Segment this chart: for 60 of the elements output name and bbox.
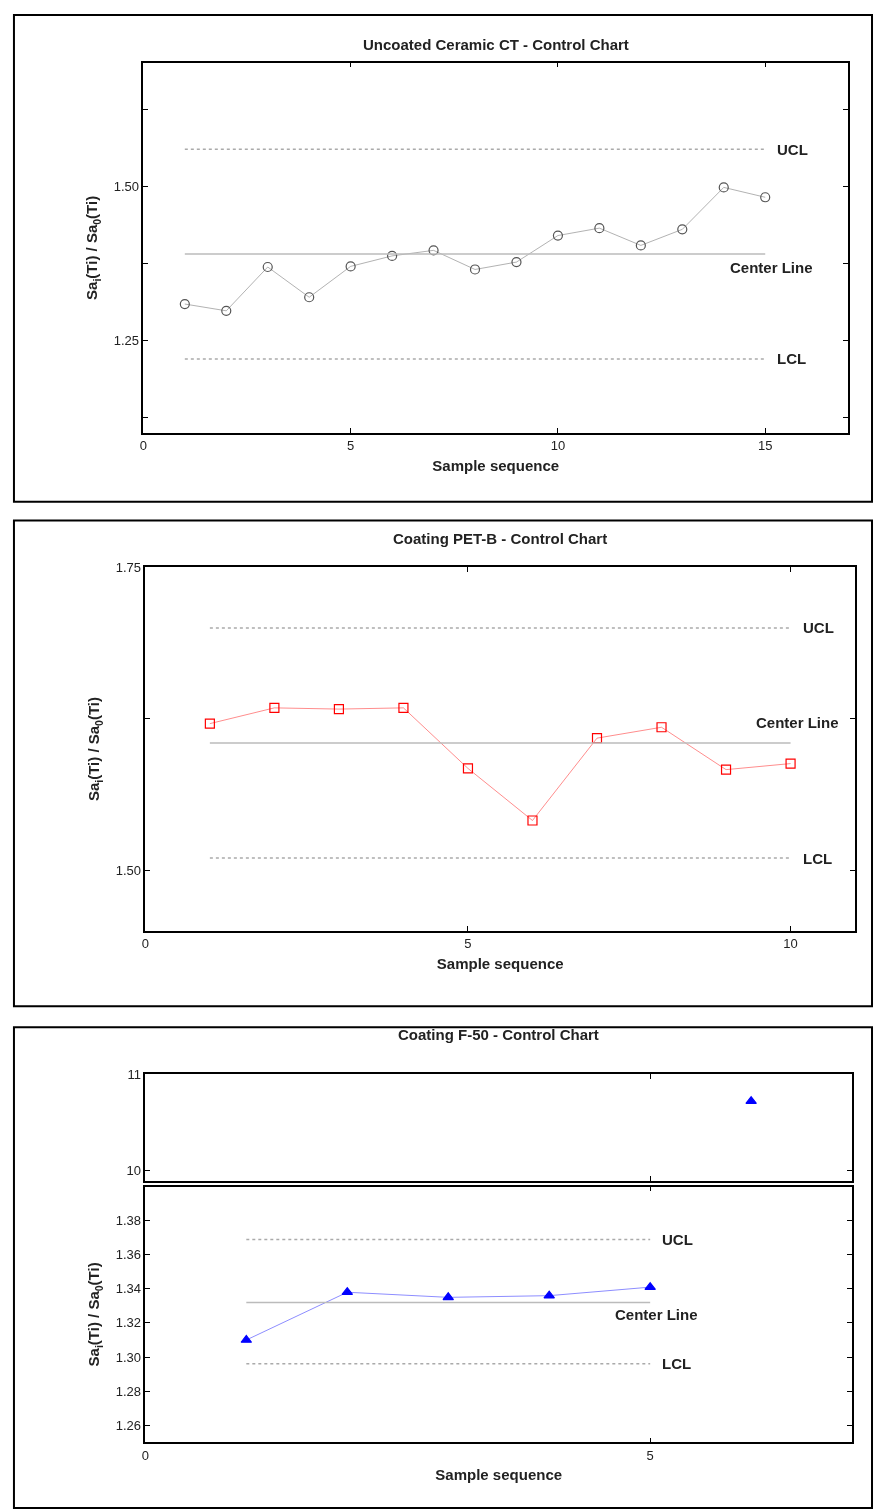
ref-line-label: UCL [662, 1231, 693, 1248]
point [462, 763, 474, 774]
point [262, 261, 273, 273]
point [345, 261, 356, 272]
point [635, 240, 646, 251]
x-tick-label: 0 [139, 438, 147, 454]
x-axis-title: Sample sequence [436, 954, 564, 972]
point [552, 230, 564, 241]
point [387, 250, 398, 261]
chart-title: Coating PET-B - Control Chart [393, 530, 608, 547]
y-tick-label: 10 [126, 1163, 141, 1179]
ref-line-label: Center Line [730, 259, 813, 276]
x-tick-label: 15 [757, 438, 773, 454]
y-tick-label: 1.25 [113, 333, 140, 348]
y-tick-label: 1.36 [115, 1247, 141, 1263]
y-tick-label: 1.30 [115, 1349, 141, 1365]
x-tick-label: 5 [347, 438, 355, 454]
y-tick-label: 1.32 [115, 1315, 141, 1331]
ref-line-label: LCL [662, 1355, 692, 1372]
point [511, 256, 522, 268]
x-axis-title: Sample sequence [435, 1466, 563, 1484]
ref-line-label: LCL [803, 850, 833, 867]
y-tick-label: 1.26 [115, 1417, 141, 1433]
point [204, 718, 215, 729]
ref-line-label: UCL [777, 141, 808, 158]
y-tick-label: 1.50 [115, 862, 141, 878]
x-tick-label: 0 [141, 936, 149, 952]
x-tick-label: 5 [646, 1447, 654, 1463]
point [594, 223, 605, 234]
ref-line-label: UCL [803, 619, 834, 636]
y-tick-label: 11 [127, 1066, 141, 1082]
y-tick-label: 1.75 [115, 559, 141, 575]
point [304, 292, 315, 303]
ref-line-label: Center Line [615, 1306, 698, 1323]
ref-line-label: LCL [777, 350, 807, 367]
point [760, 192, 771, 203]
point [527, 815, 538, 826]
point [677, 224, 688, 235]
point [221, 305, 232, 316]
x-axis-title: Sample sequence [432, 456, 560, 474]
x-tick-label: 0 [141, 1447, 149, 1463]
point [469, 264, 481, 275]
y-tick-label: 1.38 [115, 1213, 141, 1229]
point [785, 758, 796, 769]
chart-title: Uncoated Ceramic CT - Control Chart [363, 36, 629, 53]
y-tick-label: 1.28 [115, 1383, 141, 1399]
y-tick-label: 1.34 [115, 1281, 141, 1297]
point [398, 702, 409, 713]
y-tick-label: 1.50 [113, 178, 140, 194]
x-tick-label: 5 [464, 936, 472, 952]
point [179, 298, 190, 310]
chart-title: Coating F-50 - Control Chart [398, 1026, 599, 1043]
ref-line-label: Center Line [756, 714, 839, 731]
point [269, 702, 280, 713]
point [720, 764, 732, 775]
x-tick-label: 10 [550, 438, 566, 454]
x-tick-label: 10 [783, 936, 798, 952]
point [656, 722, 667, 733]
point [718, 182, 729, 193]
point [333, 703, 345, 715]
